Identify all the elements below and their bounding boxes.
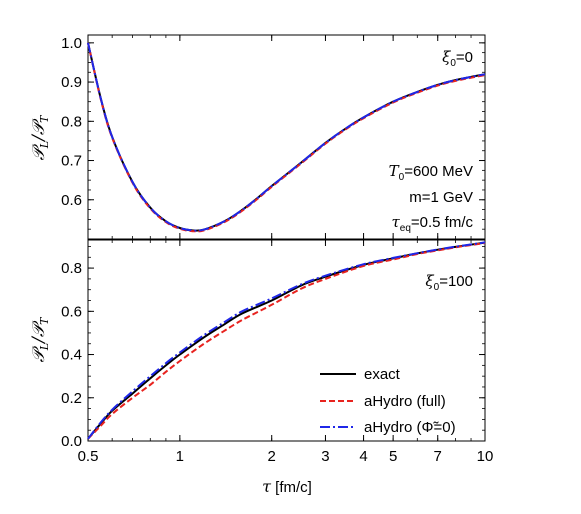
y-tick-label: 0.6 [61,303,82,320]
param-tau-eq-rest: =0.5 fm/c [411,214,474,231]
x-tick-label: 1 [176,448,184,465]
x-tick-label: 3 [321,448,329,465]
y-tick-label: 0.7 [61,153,82,170]
param-tau-eq: τeq=0.5 fm/c [391,213,473,234]
top-xi-rest: =0 [456,49,473,66]
top-ylabel: 𝒫L/𝒫T [29,114,51,161]
legend-label-exact: exact [364,366,401,383]
series-line [87,241,486,440]
bottom-xi-sub: 0 [434,282,440,293]
x-axis-title-units: [fm/c] [271,479,312,496]
y-tick-label: 0.8 [61,113,82,130]
param-mass: m=1 GeV [409,189,473,206]
x-tick-label: 0.5 [78,448,99,465]
x-tick-label: 5 [389,448,397,465]
y-tick-label: 0.0 [61,433,82,450]
bottom-xi-annotation: ξ0=100 [425,272,473,293]
top-panel-ticks: 0.6 0.7 0.8 0.9 1.0 [61,35,486,240]
param-t0-sub: 0 [399,172,405,183]
top-ylabel-sub-1: L [38,141,51,149]
x-tick-label: 2 [268,448,276,465]
bottom-xi-symbol: ξ [425,272,434,290]
top-ylabel-slash: / [29,133,49,143]
top-xi-symbol: ξ [442,48,451,66]
svg-text:𝒫L/𝒫T: 𝒫L/𝒫T [29,114,51,161]
legend: exact aHydro (full) aHydro (Φ̃=0) [320,366,456,436]
top-ylabel-sub-2: T [38,114,51,123]
x-tick-label: 4 [359,448,367,465]
y-tick-label: 0.8 [61,260,82,277]
bottom-ylabel-slash: / [29,335,49,345]
bottom-xi-rest: =100 [439,273,473,290]
panel-top-frame [87,34,486,240]
y-tick-label: 1.0 [61,35,82,52]
bottom-ylabel: 𝒫L/𝒫T [29,316,51,363]
svg-text:𝒫L/𝒫T: 𝒫L/𝒫T [29,316,51,363]
y-tick-label: 0.6 [61,192,82,209]
param-t0: T0=600 MeV [389,162,473,183]
y-tick-label: 0.4 [61,347,82,364]
param-tau-eq-symbol: τ [391,213,400,231]
x-axis-title: τ [fm/c] [262,477,312,496]
x-axis-title-symbol: τ [262,477,272,496]
param-t0-symbol: T [389,162,400,180]
x-tick-label: 10 [477,448,494,465]
param-t0-rest: =600 MeV [404,163,473,180]
param-tau-eq-sub: eq [400,223,411,234]
y-tick-label: 0.2 [61,390,82,407]
x-tick-label: 7 [434,448,442,465]
bottom-panel-curves [87,241,486,440]
bottom-ylabel-sub-2: T [38,316,51,325]
bottom-ylabel-sub-1: L [38,343,51,351]
param-mass-text: m=1 GeV [409,189,473,206]
bottom-panel-ticks: 0.0 0.2 0.4 0.6 0.8 0.5 1 2 3 4 5 7 10 [61,240,493,465]
top-panel-curves [87,42,486,233]
panel-bottom-frame [87,239,486,442]
top-xi-annotation: ξ0=0 [442,48,473,69]
top-xi-sub: 0 [450,58,456,69]
legend-label-ahydro-phi0: aHydro (Φ̃=0) [364,419,456,436]
y-tick-label: 0.9 [61,74,82,91]
legend-label-ahydro-full: aHydro (full) [364,393,446,410]
series-line [87,42,486,232]
